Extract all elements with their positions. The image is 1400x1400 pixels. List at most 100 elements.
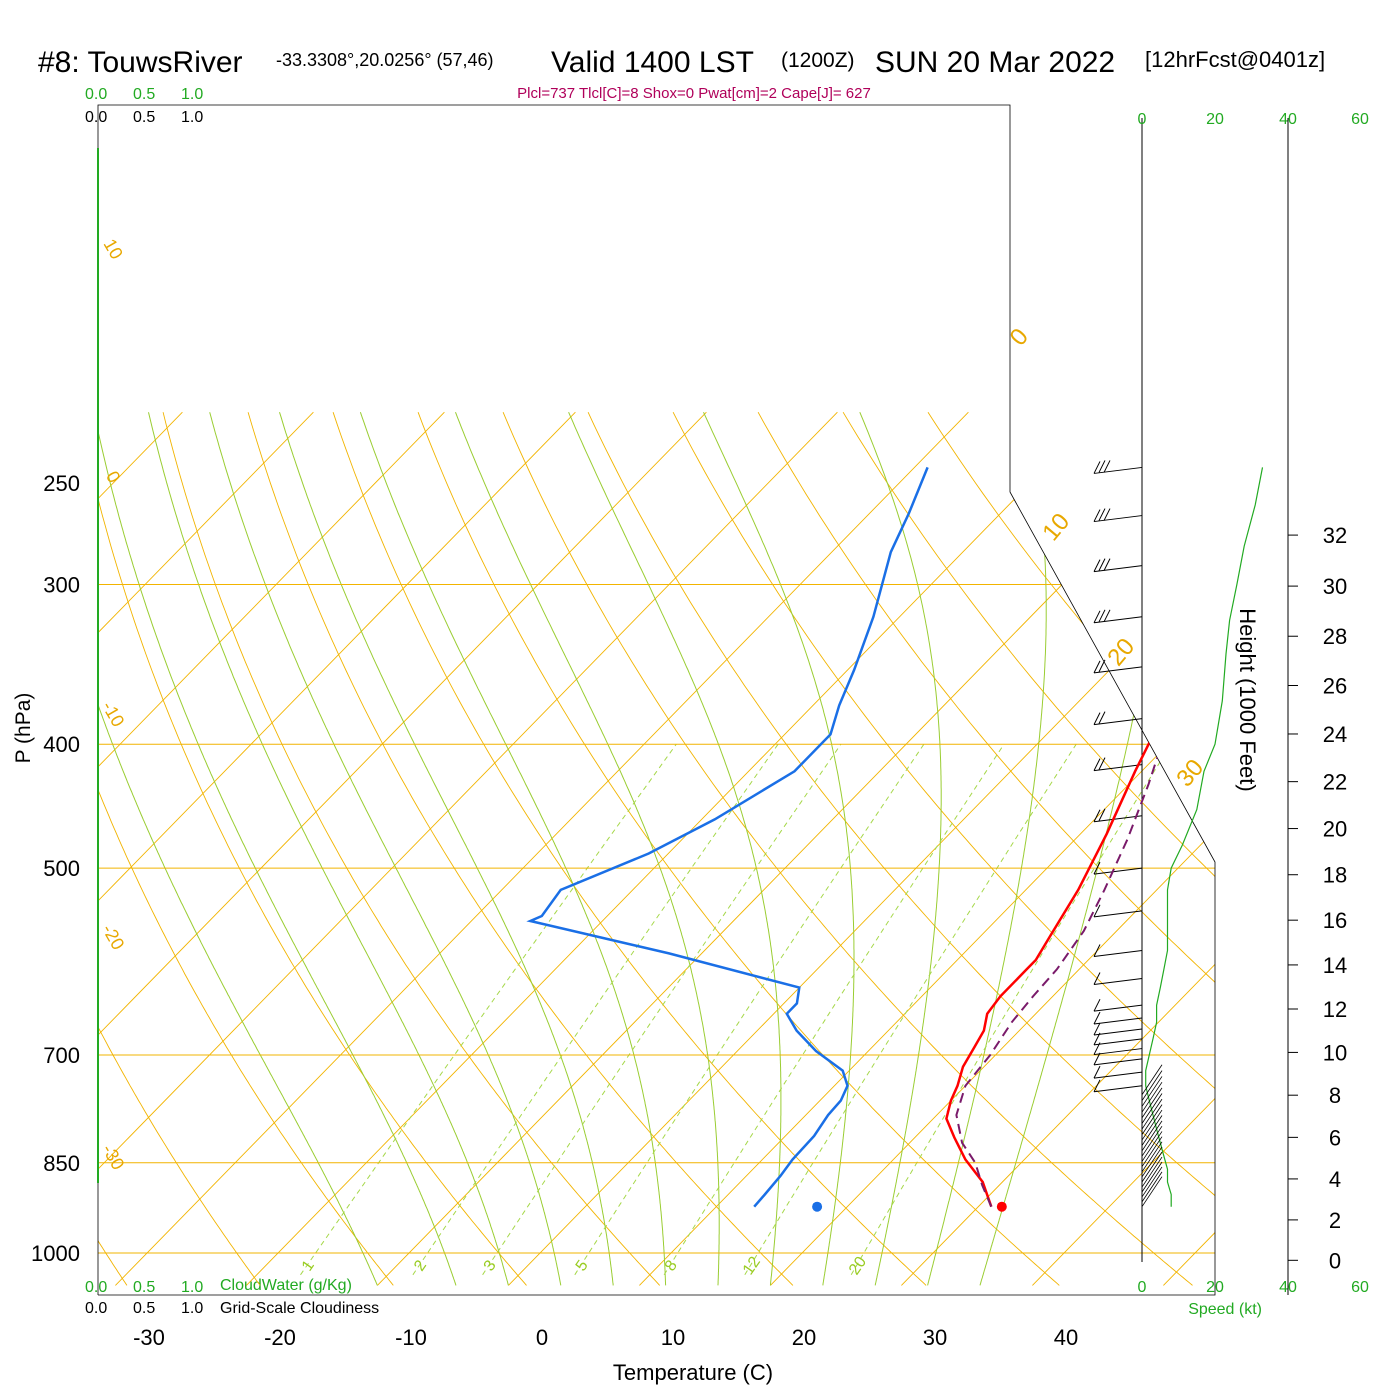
wind-barb-348 — [1093, 666, 1143, 674]
height-tick-16: 16 — [1323, 908, 1347, 933]
surface-dewpoint-marker — [812, 1201, 823, 1212]
title-forecast: [12hrFcst@0401z] — [1145, 47, 1325, 72]
height-tick-6: 6 — [1329, 1125, 1341, 1150]
wind-barb-flag-290 — [1093, 559, 1101, 572]
wind-barb-low-816 — [1141, 1109, 1163, 1141]
wind-barb-655 — [1093, 1017, 1143, 1025]
speed-tick-bottom-0: 0 — [1138, 1279, 1147, 1296]
dry-adiabat-290 — [247, 412, 794, 1286]
temperature-tick-0: 0 — [536, 1325, 548, 1350]
dry-adiabat-270 — [98, 412, 527, 1286]
isotherm--20 — [246, 411, 1100, 1286]
height-tick-0: 0 — [1329, 1248, 1341, 1273]
moist-adiabat-4 — [209, 412, 562, 1286]
wind-barb-415 — [1093, 764, 1143, 772]
isotherm-10 — [639, 411, 1215, 1286]
moist-adiabat-36 — [979, 412, 1175, 1286]
temperature-axis-label: Temperature (C) — [613, 1360, 773, 1385]
mixing-ratio-20 — [850, 743, 1172, 1276]
wind-barb-680 — [1093, 1038, 1143, 1046]
temperature-tick--30: -30 — [133, 1325, 165, 1350]
wind-barb-low-824 — [1141, 1115, 1163, 1146]
moist-adiabat--10 — [98, 412, 378, 1286]
wind-barb-580 — [1093, 950, 1143, 958]
isotherm-20 — [770, 411, 1215, 1286]
wind-barb-flag-722 — [1093, 1065, 1101, 1079]
mixing-ratio-label-5: 5 — [573, 1257, 592, 1274]
temperature-tick-20: 20 — [792, 1325, 816, 1350]
mixing-ratio-label-12: 12 — [740, 1254, 764, 1278]
wind-barb-low-752 — [1141, 1064, 1163, 1095]
wind-barb-low-840 — [1141, 1125, 1163, 1157]
wind-barb-382 — [1093, 718, 1143, 726]
isotherm--30 — [115, 411, 969, 1286]
wind-barb-flag-692 — [1093, 1042, 1101, 1055]
pressure-tick-250: 250 — [43, 471, 80, 496]
speed-axis-label: Speed (kt) — [1188, 1301, 1262, 1318]
wind-barb-flag-455 — [1093, 809, 1101, 822]
pressure-axis-label: P (hPa) — [12, 693, 35, 764]
wind-barb-318 — [1093, 616, 1143, 624]
wind-barb-290 — [1093, 565, 1143, 573]
wind-barb-low-776 — [1141, 1081, 1163, 1113]
mixing-ratio-2 — [412, 743, 779, 1276]
speed-scale-top: 0 20 40 60 — [1138, 111, 1369, 128]
title-date: SUN 20 Mar 2022 — [875, 46, 1115, 79]
wind-speed-line — [1145, 467, 1264, 1207]
wind-barb-flag3-290 — [1103, 558, 1111, 571]
isotherm--50 — [98, 411, 707, 1286]
title-zulu: (1200Z) — [781, 49, 855, 72]
height-tick-14: 14 — [1323, 953, 1347, 978]
dry-adiabat-400 — [1182, 411, 1215, 1286]
wind-barb-455 — [1093, 815, 1143, 823]
dry-adiabat-350 — [757, 411, 1215, 1286]
wind-barb-flag2-243 — [1098, 460, 1106, 473]
wind-barb-low-904 — [1141, 1166, 1163, 1198]
wind-barb-flag2-290 — [1098, 558, 1106, 571]
title-coords: -33.3308°,20.0256° (57,46) — [276, 50, 494, 70]
mixing-ratio-3 — [482, 743, 842, 1276]
isotherm-label--10: -10 — [98, 698, 128, 731]
wind-barb-flag3-265 — [1103, 508, 1111, 521]
plot-frame — [97, 104, 1216, 1296]
wind-barb-705 — [1093, 1058, 1143, 1066]
wind-barb-flag-705 — [1093, 1052, 1101, 1066]
speed-tick-top-0: 0 — [1138, 111, 1147, 128]
mixing-ratio-label-20: 20 — [846, 1254, 870, 1278]
dry-adiabat-330 — [587, 412, 1215, 1286]
height-tick-8: 8 — [1329, 1083, 1341, 1108]
moist-adiabat-lines — [98, 411, 1175, 1286]
isotherm--40 — [98, 411, 838, 1286]
parcel-info-text: Plcl=737 Tlcl[C]=8 Shox=0 Pwat[cm]=2 Cap… — [517, 85, 871, 102]
wind-barb-flag-243 — [1093, 461, 1101, 474]
cloud-scale-green-bottom-0: 0.0 — [85, 1279, 107, 1296]
speed-tick-bottom-20: 20 — [1206, 1279, 1224, 1296]
wind-barb-low-888 — [1141, 1156, 1163, 1188]
wind-barb-flag-640 — [1093, 998, 1101, 1012]
height-tick-18: 18 — [1323, 863, 1347, 888]
height-tick-12: 12 — [1323, 997, 1347, 1022]
temperature-tick--10: -10 — [395, 1325, 427, 1350]
wind-barb-flag-382 — [1093, 712, 1101, 725]
isotherm-40 — [1032, 411, 1215, 1286]
height-tick-28: 28 — [1323, 624, 1347, 649]
wind-barb-740 — [1093, 1085, 1143, 1093]
isotherm--90 — [98, 411, 183, 1286]
moist-adiabat-20 — [568, 411, 782, 1286]
wind-barb-low-792 — [1141, 1093, 1163, 1124]
cloud-scale-black-bottom-1: 0.5 — [133, 1300, 155, 1317]
speed-scale-bottom: 0 20 40 60 Speed (kt) — [1138, 1279, 1369, 1318]
wind-barb-flag2-348 — [1098, 659, 1106, 673]
wind-barb-low-784 — [1141, 1087, 1163, 1119]
isotherm-label--30: -30 — [98, 1141, 128, 1174]
isotherm-50 — [1163, 411, 1215, 1286]
height-tick-32: 32 — [1323, 523, 1347, 548]
wind-barb-692 — [1093, 1048, 1143, 1056]
pressure-axis-ticks: 250 300 400 500 700 850 1000 — [31, 471, 80, 1266]
isotherm-label--20: -20 — [98, 921, 128, 954]
isotherm-lines — [98, 411, 1215, 1286]
theta-label-10: 10 — [1037, 508, 1075, 546]
wind-barb-722 — [1093, 1071, 1143, 1079]
cloud-scale-black-bottom-2: 1.0 — [181, 1300, 203, 1317]
